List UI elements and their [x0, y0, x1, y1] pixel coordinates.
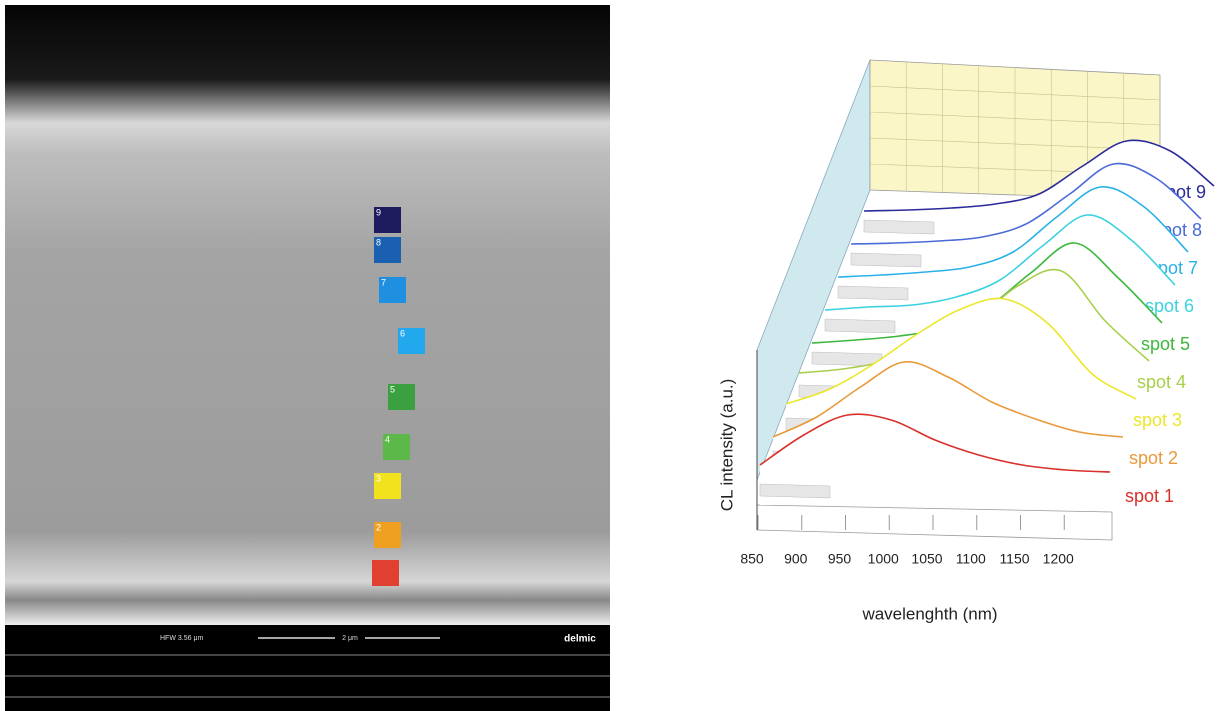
wall-grid [869, 111, 1161, 126]
spectrum-line [824, 214, 1176, 311]
legend-label: spot 4 [1137, 372, 1186, 392]
floor-strip [824, 318, 896, 334]
x-tick-label: 1150 [999, 551, 1029, 567]
logo: delmic [564, 634, 596, 645]
spot-marker [374, 522, 401, 548]
floor-strip [850, 252, 922, 268]
front-floor [756, 504, 1113, 541]
spot-number: 4 [385, 434, 390, 444]
x-tick-label: 950 [828, 551, 852, 567]
spectrum-line [772, 361, 1124, 438]
x-tick-label: 850 [740, 551, 764, 567]
hfw: HFW 3.56 μm [160, 635, 203, 642]
legend-label: spot 2 [1129, 448, 1178, 468]
x-tick-label: 1050 [911, 551, 942, 567]
spot-marker [398, 328, 425, 354]
scale-label: 2 μm [342, 635, 358, 642]
spectrum-line [759, 413, 1111, 473]
spot-number: 8 [376, 237, 381, 247]
spot-marker [383, 434, 410, 460]
spectrum-line [785, 297, 1137, 405]
spot-number: 5 [390, 384, 395, 394]
x-tick-label: 1100 [956, 551, 986, 567]
spot-number: 7 [381, 277, 386, 287]
spectrum-line [850, 162, 1202, 245]
legend-label: spot 3 [1133, 410, 1182, 430]
legend-label: spot 5 [1141, 334, 1190, 354]
spot-number: 6 [400, 328, 405, 338]
x-tick-label: 1000 [868, 551, 899, 567]
scale-bg [335, 632, 365, 644]
floor-strip [837, 285, 909, 301]
legend-label: spot 6 [1145, 296, 1194, 316]
spot-number: 3 [376, 473, 381, 483]
spot-marker [379, 277, 406, 303]
spot-marker [374, 207, 401, 233]
x-axis-label: wavelenghth (nm) [861, 604, 997, 623]
curtain [760, 414, 1110, 505]
floor-strip [759, 483, 831, 499]
spot-number: 9 [376, 207, 381, 217]
x-tick-label: 1200 [1043, 551, 1074, 567]
spectrum-line [863, 139, 1215, 212]
legend-label: spot 1 [1125, 486, 1174, 506]
sem-image: HFW 3.56 μm 2 μm delmic [5, 5, 610, 711]
spot-number: 2 [376, 522, 381, 532]
x-tick-label: 900 [784, 551, 808, 567]
y-axis-label: CL intensity (a.u.) [717, 379, 736, 512]
spot-marker [388, 384, 415, 410]
spot-marker [372, 560, 399, 586]
spectrum-line [837, 186, 1189, 278]
spot-marker [374, 473, 401, 499]
floor-strip [863, 219, 935, 235]
sem-background [5, 5, 610, 625]
spot-marker [374, 237, 401, 263]
wall-grid [869, 85, 1161, 101]
